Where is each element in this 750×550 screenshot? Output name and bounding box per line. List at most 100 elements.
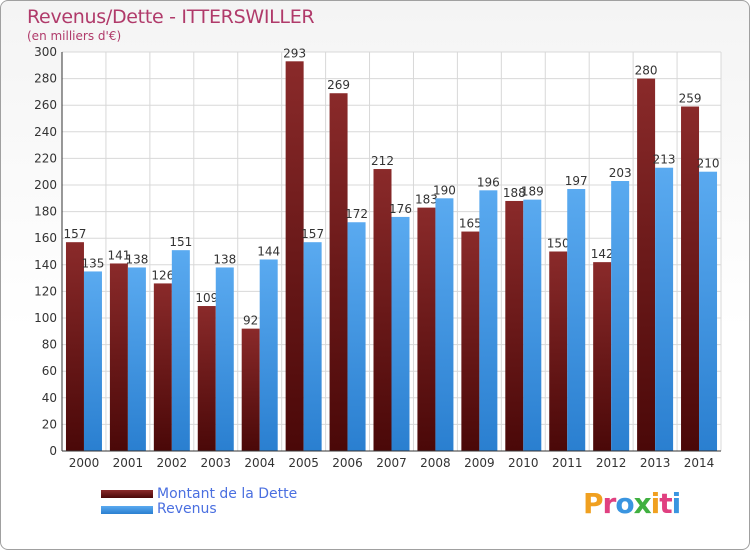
x-tick-label: 2001 bbox=[113, 456, 144, 470]
legend-swatch-dette bbox=[101, 490, 153, 498]
bar-dette bbox=[593, 262, 612, 451]
x-tick-label: 2000 bbox=[69, 456, 100, 470]
y-tick-label: 220 bbox=[34, 151, 57, 165]
x-tick-label: 2011 bbox=[552, 456, 583, 470]
bar-revenus bbox=[303, 242, 322, 451]
bar-revenus bbox=[259, 259, 278, 451]
data-label: 135 bbox=[82, 256, 105, 270]
bar-dette bbox=[329, 93, 348, 451]
bar-revenus bbox=[611, 181, 630, 451]
y-tick-label: 60 bbox=[42, 364, 57, 378]
data-label: 126 bbox=[151, 268, 174, 282]
y-tick-label: 300 bbox=[34, 45, 57, 59]
data-label: 141 bbox=[107, 248, 130, 262]
data-label: 150 bbox=[547, 237, 570, 251]
y-tick-label: 40 bbox=[42, 391, 57, 405]
y-tick-label: 240 bbox=[34, 125, 57, 139]
bar-revenus bbox=[347, 222, 366, 451]
bar-dette bbox=[417, 207, 436, 451]
bar-dette bbox=[505, 200, 524, 451]
bar-revenus bbox=[567, 188, 586, 452]
data-label: 280 bbox=[635, 64, 658, 78]
x-tick-label: 2002 bbox=[157, 456, 188, 470]
data-label: 144 bbox=[257, 244, 280, 258]
y-tick-label: 120 bbox=[34, 284, 57, 298]
bar-revenus bbox=[699, 171, 718, 451]
data-label: 142 bbox=[591, 247, 614, 261]
y-tick-label: 260 bbox=[34, 98, 57, 112]
legend-swatch-revenus bbox=[101, 506, 153, 514]
x-tick-label: 2007 bbox=[376, 456, 407, 470]
logo-letter: P bbox=[583, 487, 604, 520]
data-label: 157 bbox=[301, 227, 324, 241]
bar-revenus bbox=[523, 199, 542, 451]
data-label: 210 bbox=[697, 157, 720, 171]
data-label: 259 bbox=[679, 92, 702, 106]
logo-letter: t bbox=[659, 487, 672, 520]
data-label: 109 bbox=[195, 291, 218, 305]
data-label: 138 bbox=[125, 252, 148, 266]
data-label: 203 bbox=[609, 166, 632, 180]
data-label: 165 bbox=[459, 217, 482, 231]
logo-letter: r bbox=[602, 487, 617, 520]
y-tick-label: 0 bbox=[49, 444, 57, 458]
proxiti-logo: Proxiti bbox=[583, 487, 682, 520]
data-label: 293 bbox=[283, 46, 306, 60]
y-tick-label: 200 bbox=[34, 178, 57, 192]
y-tick-label: 140 bbox=[34, 258, 57, 272]
data-label: 176 bbox=[389, 202, 412, 216]
bar-dette bbox=[681, 106, 700, 451]
bar-dette bbox=[373, 169, 392, 452]
bar-revenus bbox=[435, 198, 454, 451]
y-tick-label: 100 bbox=[34, 311, 57, 325]
data-label: 157 bbox=[64, 227, 87, 241]
bar-revenus bbox=[83, 271, 102, 451]
y-tick-label: 20 bbox=[42, 417, 57, 431]
y-tick-label: 80 bbox=[42, 338, 57, 352]
data-label: 138 bbox=[213, 252, 236, 266]
data-label: 196 bbox=[477, 175, 500, 189]
y-tick-label: 280 bbox=[34, 72, 57, 86]
y-tick-label: 160 bbox=[34, 231, 57, 245]
data-label: 212 bbox=[371, 154, 394, 168]
data-label: 269 bbox=[327, 78, 350, 92]
x-tick-label: 2003 bbox=[200, 456, 231, 470]
y-tick-label: 180 bbox=[34, 205, 57, 219]
bar-dette bbox=[637, 78, 656, 451]
logo-letter: i bbox=[671, 487, 682, 520]
bar-dette bbox=[153, 283, 172, 451]
bar-revenus bbox=[391, 216, 410, 451]
bar-dette bbox=[241, 328, 260, 451]
x-tick-label: 2009 bbox=[464, 456, 495, 470]
bar-revenus bbox=[479, 190, 498, 451]
bar-dette bbox=[197, 306, 216, 451]
chart-title: Revenus/Dette - ITTERSWILLER bbox=[27, 6, 315, 28]
x-tick-label: 2004 bbox=[244, 456, 275, 470]
logo-letter: i bbox=[650, 487, 661, 520]
data-label: 183 bbox=[415, 193, 438, 207]
x-tick-label: 2013 bbox=[640, 456, 671, 470]
bar-dette bbox=[461, 231, 480, 451]
x-tick-label: 2010 bbox=[508, 456, 539, 470]
data-label: 190 bbox=[433, 183, 456, 197]
bar-revenus bbox=[655, 167, 674, 451]
data-label: 189 bbox=[521, 185, 544, 199]
bar-revenus bbox=[171, 250, 190, 451]
x-tick-label: 2008 bbox=[420, 456, 451, 470]
data-label: 188 bbox=[503, 186, 526, 200]
x-tick-label: 2014 bbox=[684, 456, 715, 470]
bar-dette bbox=[285, 61, 304, 452]
data-label: 197 bbox=[565, 174, 588, 188]
logo-letter: o bbox=[615, 487, 634, 520]
legend-label-revenus: Revenus bbox=[157, 501, 217, 517]
data-label: 172 bbox=[345, 207, 368, 221]
data-label: 151 bbox=[169, 235, 192, 249]
bar-dette bbox=[549, 251, 568, 451]
bar-revenus bbox=[215, 267, 234, 451]
x-tick-label: 2012 bbox=[596, 456, 627, 470]
bar-revenus bbox=[127, 267, 146, 451]
data-label: 92 bbox=[243, 314, 258, 328]
x-tick-label: 2005 bbox=[288, 456, 319, 470]
logo-letter: x bbox=[633, 487, 652, 520]
